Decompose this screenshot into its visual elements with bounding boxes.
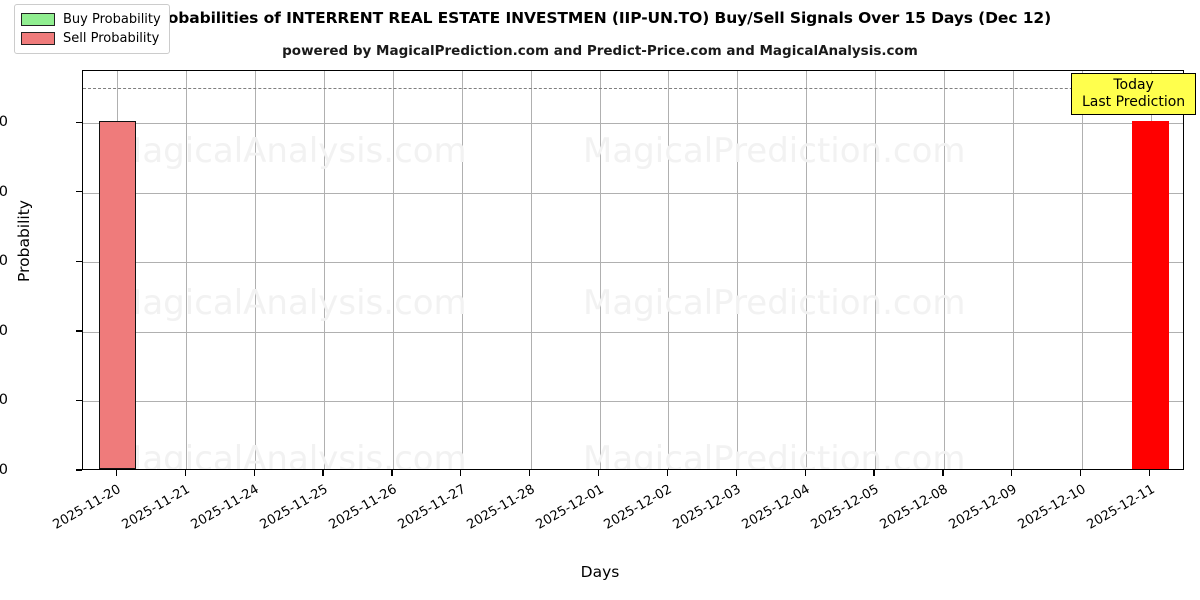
legend-swatch-icon: [21, 32, 55, 45]
x-axis-tick-mark: [184, 470, 186, 476]
legend-item[interactable]: Sell Probability: [21, 29, 161, 48]
gridline-horizontal: [83, 401, 1183, 403]
y-axis-title: Probability: [15, 200, 33, 282]
watermark-text: MagicalAnalysis.com: [113, 439, 467, 470]
y-axis-tick-label: 100: [0, 114, 8, 131]
watermark-text: MagicalPrediction.com: [583, 283, 966, 323]
x-axis-tick-mark: [1148, 470, 1151, 476]
gridline-vertical: [1081, 71, 1083, 469]
reference-line: [83, 88, 1183, 90]
gridline-vertical: [599, 71, 601, 469]
gridline-vertical: [943, 71, 945, 469]
y-axis-tick-mark: [76, 121, 82, 123]
legend-swatch-icon: [21, 13, 55, 26]
x-axis-tick-label: 2025-12-11: [1084, 482, 1158, 533]
gridline-horizontal: [83, 123, 1183, 125]
y-axis-tick-mark: [76, 330, 82, 332]
gridline-vertical: [324, 71, 326, 469]
x-axis-tick-mark: [1080, 470, 1082, 476]
y-axis-tick-mark: [76, 469, 82, 471]
watermark-text: MagicalPrediction.com: [583, 131, 966, 171]
gridline-vertical: [668, 71, 670, 469]
x-axis-tick-mark: [253, 470, 255, 476]
x-axis-tick-mark: [597, 470, 600, 476]
gridline-horizontal: [83, 331, 1183, 333]
today-label: Today: [1113, 77, 1154, 93]
y-axis-tick-label: 0: [0, 462, 8, 478]
gridline-horizontal: [83, 192, 1183, 194]
gridline-vertical: [875, 71, 877, 469]
gridline-horizontal: [83, 262, 1183, 264]
y-axis-tick-mark: [76, 399, 82, 402]
x-axis-title: Days: [580, 563, 620, 581]
legend-item-label: Buy Probability: [63, 12, 161, 27]
legend-item-label: Sell Probability: [63, 31, 160, 46]
bar-today[interactable]: [1132, 121, 1169, 469]
plot-area: MagicalAnalysis.com MagicalPrediction.com…: [82, 70, 1184, 470]
y-axis-tick-label: 20: [0, 392, 8, 409]
y-axis-tick-mark: [76, 260, 82, 262]
x-axis-tick-mark: [1011, 470, 1013, 476]
last-prediction-label: Last Prediction: [1082, 93, 1186, 110]
today-annotation: Today Last Prediction: [1071, 73, 1197, 116]
x-axis-tick-mark: [666, 470, 669, 476]
x-axis-tick-mark: [873, 470, 875, 476]
gridline-vertical: [255, 71, 257, 469]
chart-subtitle: powered by MagicalPrediction.com and Pre…: [282, 43, 918, 59]
watermark-text: MagicalAnalysis.com: [113, 283, 467, 323]
x-axis-tick-mark: [322, 470, 324, 476]
x-axis-tick-mark: [529, 470, 531, 476]
gridline-vertical: [461, 71, 463, 469]
chart-legend[interactable]: Buy Probability Sell Probability: [14, 4, 170, 54]
x-axis-tick-mark: [942, 470, 944, 476]
watermark-text: MagicalPrediction.com: [583, 439, 966, 470]
gridline-vertical: [806, 71, 808, 469]
gridline-vertical: [392, 71, 394, 469]
page-title: Probabilities of INTERRENT REAL ESTATE I…: [148, 9, 1052, 27]
x-axis-tick-mark: [804, 470, 806, 476]
gridline-vertical: [737, 71, 739, 469]
x-axis-tick-mark: [391, 470, 393, 476]
gridline-vertical: [530, 71, 532, 469]
gridline-vertical: [1012, 71, 1014, 469]
x-axis-tick-mark: [460, 470, 462, 476]
y-axis-tick-label: 40: [0, 322, 8, 339]
watermark-text: MagicalAnalysis.com: [113, 131, 467, 171]
bar-sell-probability[interactable]: [99, 121, 136, 469]
gridline-vertical: [186, 71, 188, 469]
y-axis-tick-label: 80: [0, 183, 8, 200]
legend-item[interactable]: Buy Probability: [21, 10, 161, 29]
x-axis-tick-mark: [115, 470, 118, 476]
y-axis-tick-mark: [76, 191, 82, 193]
x-axis-tick-mark: [735, 470, 737, 476]
y-axis-tick-label: 60: [0, 253, 8, 270]
